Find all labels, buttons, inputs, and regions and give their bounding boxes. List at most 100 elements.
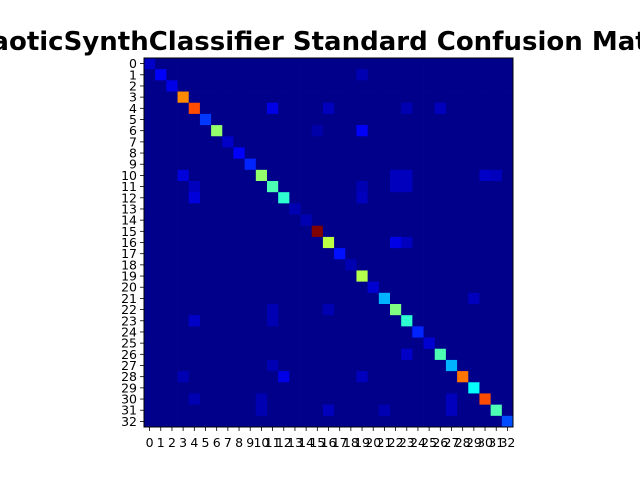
heatmap-cell-1-24 (412, 69, 424, 81)
heatmap-cell-6-26 (434, 125, 447, 137)
heatmap-cell-6-0 (144, 125, 156, 137)
heatmap-cell-5-13 (289, 113, 301, 126)
heatmap-cell-14-8 (233, 214, 246, 227)
heatmap-cell-16-20 (367, 236, 380, 249)
heatmap-cell-17-2 (166, 248, 178, 260)
heatmap-cell-1-8 (233, 69, 246, 81)
heatmap-cell-18-9 (244, 259, 257, 271)
heatmap-cell-26-12 (278, 348, 290, 361)
heatmap-cell-7-3 (177, 136, 190, 148)
heatmap-cell-19-18 (345, 270, 357, 283)
heatmap-cell-16-1 (155, 236, 167, 249)
heatmap-cell-10-17 (334, 169, 346, 182)
heatmap-cell-16-2 (166, 236, 178, 249)
heatmap-cell-11-20 (367, 181, 380, 193)
heatmap-cell-8-21 (378, 147, 391, 160)
heatmap-cell-31-17 (334, 404, 346, 417)
heatmap-cell-16-15 (311, 236, 324, 249)
heatmap-cell-28-26 (434, 371, 447, 383)
heatmap-cell-31-20 (367, 404, 380, 417)
heatmap-cell-28-7 (222, 371, 234, 383)
heatmap-cell-0-28 (457, 58, 469, 70)
heatmap-cell-22-3 (177, 304, 190, 316)
heatmap-cell-27-31 (490, 359, 503, 372)
heatmap-cell-29-21 (378, 382, 391, 394)
heatmap-cell-10-29 (468, 169, 480, 182)
heatmap-cell-27-21 (378, 359, 391, 372)
heatmap-cell-12-30 (479, 192, 492, 204)
heatmap-cell-2-9 (244, 80, 257, 92)
heatmap-cell-24-26 (434, 326, 447, 338)
heatmap-cell-3-9 (244, 91, 257, 104)
heatmap-cell-3-21 (378, 91, 391, 104)
heatmap-cell-27-10 (255, 359, 268, 372)
heatmap-cell-20-31 (490, 281, 503, 294)
heatmap-cell-0-19 (356, 58, 369, 70)
heatmap-cell-21-28 (457, 292, 469, 305)
x-tick-label-5: 5 (202, 435, 210, 450)
heatmap-cell-28-8 (233, 371, 246, 383)
heatmap-cell-5-17 (334, 113, 346, 126)
heatmap-cell-6-29 (468, 125, 480, 137)
heatmap-cell-32-20 (367, 415, 380, 428)
heatmap-cell-13-12 (278, 203, 290, 215)
heatmap-cell-18-31 (490, 259, 503, 271)
y-tick-label-23: 23 (121, 313, 137, 328)
heatmap-cell-2-16 (322, 80, 335, 92)
heatmap-cell-24-22 (390, 326, 402, 338)
heatmap-cell-15-17 (334, 225, 346, 238)
heatmap-cell-11-12 (278, 181, 290, 193)
heatmap-cell-1-2 (166, 69, 178, 81)
heatmap-cell-24-20 (367, 326, 380, 338)
heatmap-cell-5-20 (367, 113, 380, 126)
heatmap-cell-14-10 (255, 214, 268, 227)
heatmap-cell-25-26 (434, 337, 447, 350)
heatmap-cell-23-27 (445, 315, 458, 327)
heatmap-cell-2-0 (144, 80, 156, 92)
heatmap-cell-19-12 (278, 270, 290, 283)
heatmap-cell-6-5 (199, 125, 212, 137)
y-tick-label-12: 12 (121, 190, 137, 205)
y-tick-label-20: 20 (121, 280, 137, 295)
x-tick-label-24: 24 (410, 435, 426, 450)
heatmap-cell-30-31 (490, 393, 503, 406)
heatmap-cell-17-31 (490, 248, 503, 260)
heatmap-cell-17-27 (445, 248, 458, 260)
heatmap-cell-20-25 (423, 281, 436, 294)
heatmap-cell-18-4 (188, 259, 201, 271)
heatmap-cell-14-23 (401, 214, 413, 227)
heatmap-cell-1-10 (255, 69, 268, 81)
heatmap-cell-20-14 (300, 281, 313, 294)
heatmap-cell-22-20 (367, 304, 380, 316)
heatmap-cell-19-24 (412, 270, 424, 283)
heatmap-cell-23-15 (311, 315, 324, 327)
heatmap-cell-6-14 (300, 125, 313, 137)
heatmap-cell-28-32 (501, 371, 514, 383)
heatmap-cell-10-28 (457, 169, 469, 182)
heatmap-cell-25-23 (401, 337, 413, 350)
heatmap-cell-7-17 (334, 136, 346, 148)
heatmap-cell-13-0 (144, 203, 156, 215)
heatmap-cell-32-29 (468, 415, 480, 428)
heatmap-cell-23-22 (390, 315, 402, 327)
heatmap-cell-7-7 (222, 136, 234, 148)
heatmap-cell-18-13 (289, 259, 301, 271)
heatmap-cell-22-21 (378, 304, 391, 316)
heatmap-cell-12-14 (300, 192, 313, 204)
heatmap-cell-7-25 (423, 136, 436, 148)
heatmap-cell-19-5 (199, 270, 212, 283)
heatmap-cell-10-25 (423, 169, 436, 182)
heatmap-cell-24-7 (222, 326, 234, 338)
heatmap-cell-19-6 (211, 270, 223, 283)
heatmap-cell-9-12 (278, 158, 290, 171)
heatmap-cell-14-26 (434, 214, 447, 227)
heatmap-cell-30-3 (177, 393, 190, 406)
heatmap-cell-22-14 (300, 304, 313, 316)
heatmap-cell-24-24 (412, 326, 424, 338)
heatmap-cell-4-25 (423, 102, 436, 115)
heatmap-cell-18-12 (278, 259, 290, 271)
heatmap-cell-23-32 (501, 315, 514, 327)
heatmap-cell-5-9 (244, 113, 257, 126)
heatmap-cell-10-19 (356, 169, 369, 182)
heatmap-cell-6-17 (334, 125, 346, 137)
